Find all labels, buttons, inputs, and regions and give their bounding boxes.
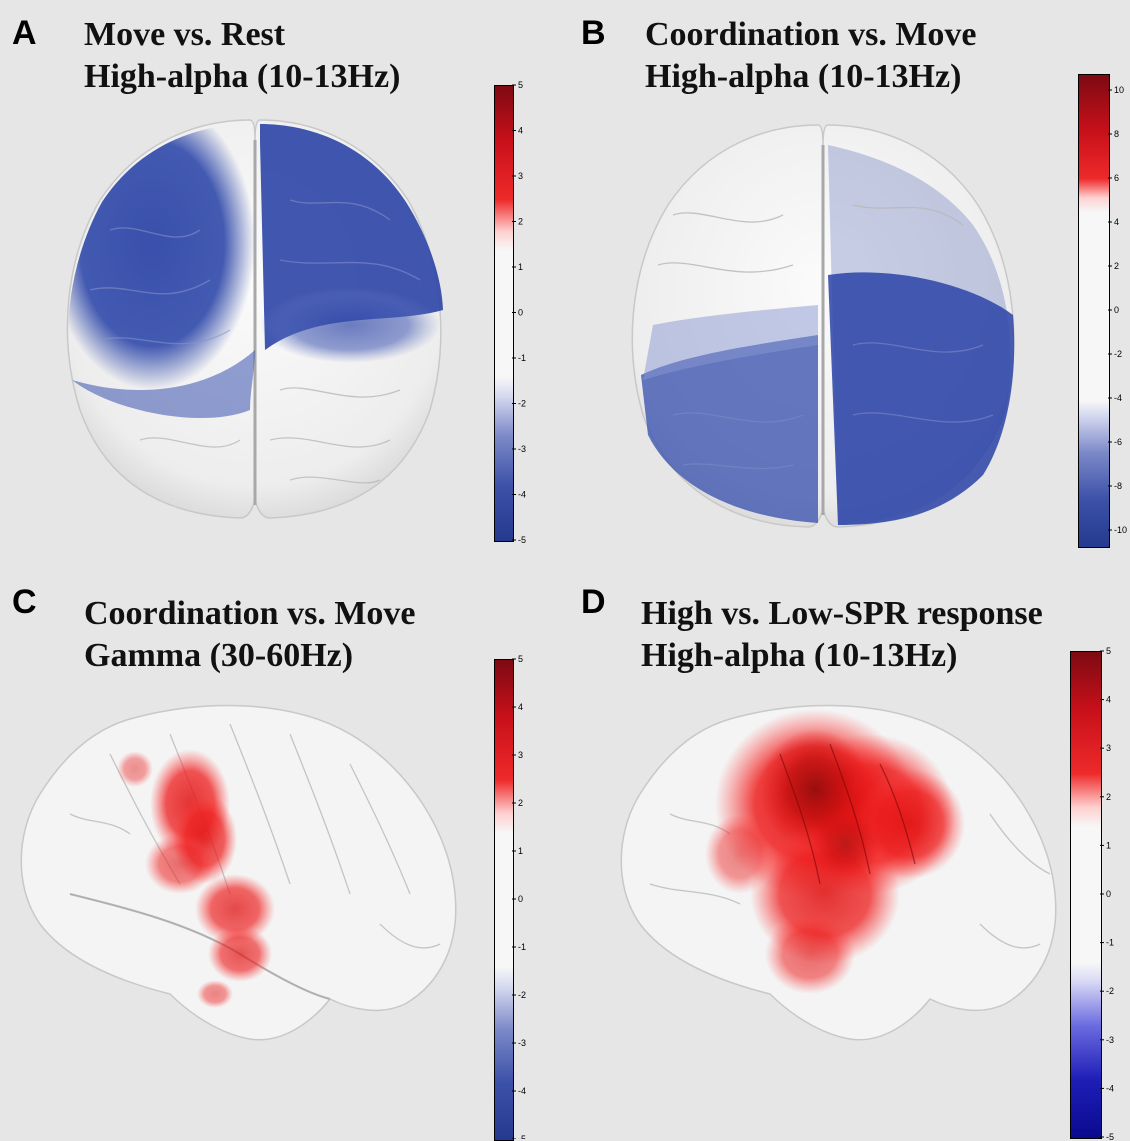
panel-b: B Coordination vs. Move High-alpha (10-1… [565, 0, 1130, 569]
colorbar-b-ticks: 10 8 6 4 2 0 -2 -4 -6 -8 -10 [1108, 85, 1127, 535]
panel-c: C Coordination vs. Move Gamma (30-60Hz) … [0, 569, 565, 1141]
colorbar-tick-label: -4 [518, 490, 526, 500]
title-line-2: High-alpha (10-13Hz) [645, 58, 962, 95]
title-line-2: High-alpha (10-13Hz) [641, 637, 958, 674]
colorbar-tick-label: 2 [1106, 792, 1111, 802]
colorbar-a-ticks: 5 4 3 2 1 0 -1 -2 -3 -4 -5 [512, 80, 526, 545]
brain-lateral-view [620, 704, 1057, 1041]
colorbar-tick-label: 3 [518, 171, 523, 181]
colorbar-tick-label: -1 [518, 942, 526, 952]
colorbar-tick-label: 4 [518, 126, 523, 136]
colorbar-tick-label: -4 [1106, 1083, 1114, 1093]
colorbar-tick-label: -4 [1114, 393, 1122, 403]
brain-top-view [631, 124, 1015, 528]
panel-letter: A [12, 14, 37, 52]
colorbar-tick-label: -6 [1114, 437, 1122, 447]
colorbar-tick-label: -3 [518, 444, 526, 454]
panel-title: Coordination vs. Move High-alpha (10-13H… [645, 14, 977, 98]
colorbar-tick-label: 0 [1114, 305, 1119, 315]
brain-top-view [66, 119, 443, 519]
colorbar-tick-label: 5 [1106, 647, 1111, 656]
colorbar-tick-label: -2 [1106, 986, 1114, 996]
panel-title: High vs. Low-SPR response High-alpha (10… [641, 593, 1043, 677]
colorbar-tick-label: 4 [1106, 695, 1111, 705]
colorbar-c-ticks: 5 4 3 2 1 0 -1 -2 -3 -4 -5 [512, 654, 526, 1139]
colorbar-tick-label: -5 [518, 1134, 526, 1139]
colorbar-tick-label: 1 [518, 262, 523, 272]
title-line-1: High vs. Low-SPR response [641, 595, 1043, 632]
colorbar-tick-label: -3 [1106, 1035, 1114, 1045]
colorbar-tick-label: 2 [1114, 261, 1119, 271]
colorbar-tick-label: -3 [518, 1038, 526, 1048]
colorbar-tick-label: 4 [1114, 217, 1119, 227]
title-line-1: Move vs. Rest [84, 16, 286, 53]
colorbar-tick-label: -2 [518, 399, 526, 409]
colorbar-tick-label: 5 [518, 80, 523, 90]
title-line-1: Coordination vs. Move [84, 595, 416, 632]
title-line-1: Coordination vs. Move [645, 16, 977, 53]
colorbar-tick-label: 1 [518, 846, 523, 856]
colorbar-tick-label: 6 [1114, 173, 1119, 183]
colorbar-tick-label: 1 [1106, 840, 1111, 850]
colorbar-tick-label: 0 [1106, 889, 1111, 899]
colorbar-tick-label: 3 [518, 750, 523, 760]
colorbar-tick-label: -2 [518, 990, 526, 1000]
colorbar-d [1070, 651, 1102, 1139]
panel-letter: D [581, 583, 606, 621]
colorbar-tick-label: -1 [1106, 938, 1114, 948]
title-line-2: Gamma (30-60Hz) [84, 637, 354, 674]
panel-title: Move vs. Rest High-alpha (10-13Hz) [84, 14, 400, 98]
colorbar-tick-label: -10 [1114, 525, 1127, 535]
colorbar-tick-label: -5 [1106, 1132, 1114, 1141]
panel-letter: B [581, 14, 606, 52]
colorbar-tick-label: -8 [1114, 481, 1122, 491]
colorbar-a [494, 85, 514, 542]
colorbar-d-ticks: 5 4 3 2 1 0 -1 -2 -3 -4 -5 [1100, 647, 1114, 1141]
colorbar-b [1078, 74, 1110, 548]
colorbar-tick-label: 5 [518, 654, 523, 664]
panel-title: Coordination vs. Move Gamma (30-60Hz) [84, 593, 416, 677]
panel-a: A Move vs. Rest High-alpha (10-13Hz) 5 4 3… [0, 0, 565, 569]
colorbar-tick-label: -1 [518, 353, 526, 363]
colorbar-tick-label: 3 [1106, 743, 1111, 753]
panel-d: D High vs. Low-SPR response High-alpha (… [565, 569, 1130, 1141]
colorbar-tick-label: 0 [518, 894, 523, 904]
colorbar-c [494, 659, 514, 1141]
colorbar-tick-label: 8 [1114, 129, 1119, 139]
colorbar-tick-label: -4 [518, 1086, 526, 1096]
colorbar-tick-label: 2 [518, 798, 523, 808]
colorbar-tick-label: 4 [518, 702, 523, 712]
colorbar-tick-label: 10 [1114, 85, 1124, 95]
brain-lateral-view [20, 704, 457, 1041]
panel-letter: C [12, 583, 37, 621]
title-line-2: High-alpha (10-13Hz) [84, 58, 401, 95]
colorbar-tick-label: 0 [518, 308, 523, 318]
colorbar-tick-label: 2 [518, 217, 523, 227]
colorbar-tick-label: -5 [518, 535, 526, 545]
colorbar-tick-label: -2 [1114, 349, 1122, 359]
